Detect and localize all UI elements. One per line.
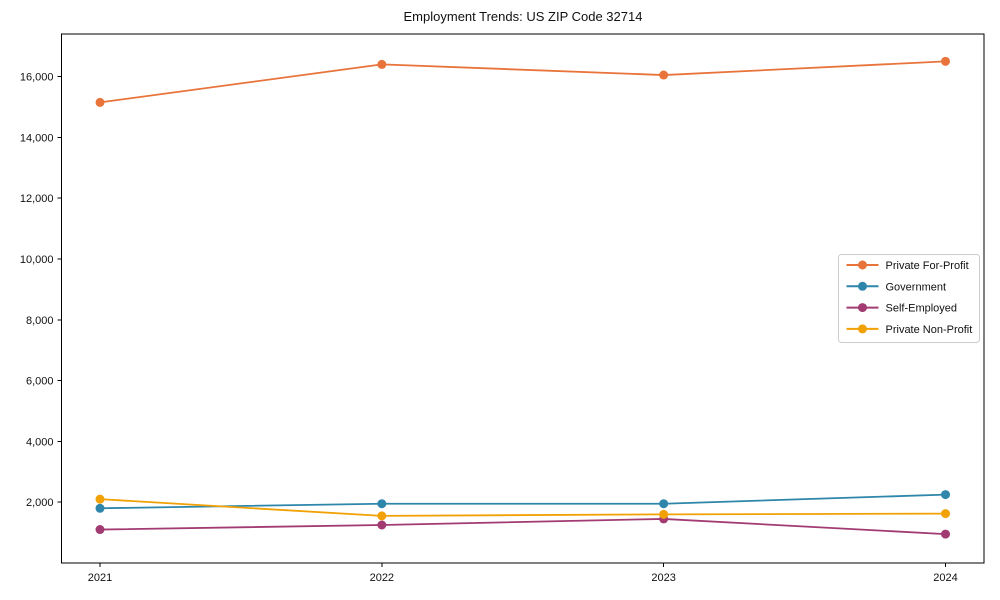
y-axis-tick-label: 6,000 bbox=[26, 376, 54, 388]
y-axis-tick-label: 8,000 bbox=[26, 315, 54, 327]
legend-marker-private-for-profit bbox=[858, 260, 867, 270]
series-line-private-for-profit bbox=[99, 60, 946, 104]
legend-label-private-non-profit: Private Non-Profit bbox=[886, 324, 973, 336]
legend-label-private-for-profit: Private For-Profit bbox=[886, 260, 969, 272]
data-point-government bbox=[659, 499, 669, 509]
data-point-private-non-profit bbox=[941, 509, 950, 519]
data-point-government bbox=[377, 499, 387, 509]
y-axis-tick-label: 12,000 bbox=[20, 193, 54, 205]
series-line-self-employed bbox=[99, 518, 946, 536]
y-axis-tick-label: 16,000 bbox=[20, 72, 54, 84]
legend-marker-self-employed bbox=[858, 303, 867, 313]
data-point-government bbox=[941, 490, 950, 500]
legend-marker-government bbox=[858, 281, 867, 291]
legend-box bbox=[838, 254, 980, 343]
x-axis-tick-label: 2021 bbox=[88, 572, 112, 584]
legend-label-self-employed: Self-Employed bbox=[886, 303, 958, 315]
data-point-private-non-profit bbox=[95, 494, 105, 504]
data-point-self-employed bbox=[941, 529, 950, 539]
data-point-private-for-profit bbox=[659, 70, 669, 80]
data-point-self-employed bbox=[377, 520, 387, 530]
series-line-government bbox=[99, 493, 946, 510]
legend-marker-private-non-profit bbox=[858, 324, 867, 334]
data-point-government bbox=[95, 503, 105, 513]
y-axis-tick-label: 2,000 bbox=[26, 497, 54, 509]
data-point-private-non-profit bbox=[659, 509, 669, 519]
plot-border bbox=[61, 33, 985, 564]
data-point-private-non-profit bbox=[377, 511, 387, 521]
y-axis-tick-label: 10,000 bbox=[20, 254, 54, 266]
data-point-private-for-profit bbox=[377, 59, 387, 69]
legend-label-government: Government bbox=[886, 281, 947, 293]
data-point-private-for-profit bbox=[941, 56, 950, 66]
data-point-self-employed bbox=[95, 525, 105, 535]
y-axis-tick-label: 4,000 bbox=[26, 436, 54, 448]
y-axis-tick-label: 14,000 bbox=[20, 132, 54, 144]
series-line-private-non-profit bbox=[99, 498, 946, 517]
x-axis-tick-label: 2023 bbox=[651, 572, 675, 584]
x-axis-tick-label: 2024 bbox=[933, 572, 957, 584]
x-axis-tick-label: 2022 bbox=[370, 572, 394, 584]
data-point-private-for-profit bbox=[95, 97, 105, 107]
chart-title: Employment Trends: US ZIP Code 32714 bbox=[403, 9, 643, 24]
